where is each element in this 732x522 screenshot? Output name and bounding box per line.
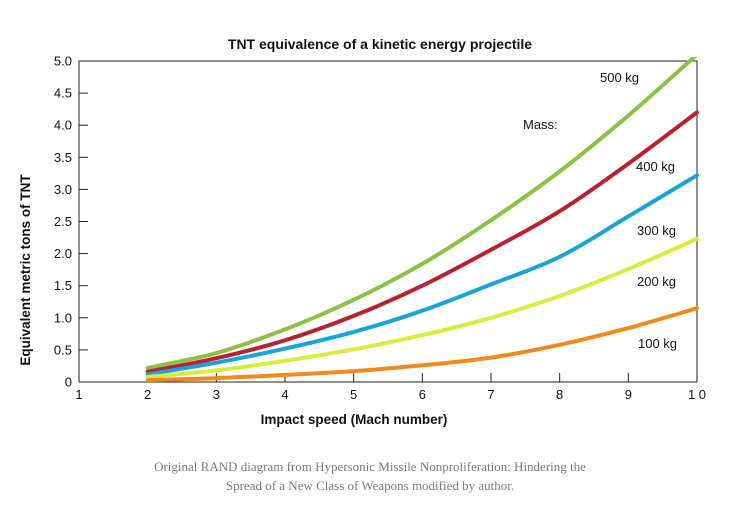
x-tick-label: 1 [75, 387, 82, 402]
series-line-500-kg [145, 57, 698, 370]
series-label: 200 kg [637, 274, 676, 289]
series-line-300-kg [145, 173, 699, 377]
series-lines [145, 57, 699, 382]
x-tick-label: 6 [419, 387, 426, 402]
y-tick-label: 3.0 [54, 182, 72, 197]
y-axis: 0 0.5 1.0 1.5 2.0 2.5 3.0 3.5 4.0 4.5 5.0 [54, 54, 88, 390]
x-tick-label: 1 0 [688, 387, 706, 402]
x-axis: 1 2 3 4 5 6 7 8 9 1 0 [75, 373, 706, 402]
series-line-100-kg [145, 306, 699, 382]
y-tick-label: 2.5 [54, 214, 72, 229]
series-label: 100 kg [638, 336, 677, 351]
x-tick-label: 7 [487, 387, 494, 402]
y-tick-label: 0 [65, 375, 72, 390]
chart-title: TNT equivalence of a kinetic energy proj… [228, 36, 532, 52]
x-tick-label: 8 [556, 387, 563, 402]
x-tick-label: 4 [281, 387, 288, 402]
y-axis-label: Equivalent metric tons of TNT [18, 174, 33, 366]
figure-caption: Original RAND diagram from Hypersonic Mi… [60, 457, 680, 495]
y-tick-label: 5.0 [54, 54, 72, 69]
y-tick-label: 1.5 [54, 278, 72, 293]
y-tick-label: 0.5 [54, 342, 72, 357]
x-tick-label: 9 [625, 387, 632, 402]
y-tick-label: 4.5 [54, 86, 72, 101]
y-tick-label: 4.0 [54, 118, 72, 133]
x-tick-label: 2 [144, 387, 151, 402]
series-line-200-kg [145, 236, 699, 379]
series-label: 400 kg [636, 159, 675, 174]
x-tick-label: 5 [350, 387, 357, 402]
series-label: 300 kg [637, 223, 676, 238]
chart: TNT equivalence of a kinetic energy proj… [18, 36, 706, 427]
caption-line-1: Original RAND diagram from Hypersonic Mi… [154, 459, 586, 474]
y-tick-label: 2.0 [54, 246, 72, 261]
y-tick-label: 3.5 [54, 150, 72, 165]
legend-title: Mass: [523, 117, 558, 132]
series-line-400-kg [145, 110, 699, 374]
series-labels: 500 kg 400 kg 300 kg 200 kg 100 kg [600, 70, 677, 351]
x-axis-label: Impact speed (Mach number) [261, 412, 448, 427]
series-label: 500 kg [600, 70, 639, 85]
y-tick-label: 1.0 [54, 310, 72, 325]
x-tick-label: 3 [213, 387, 220, 402]
caption-line-2: Spread of a New Class of Weapons modifie… [225, 478, 515, 493]
